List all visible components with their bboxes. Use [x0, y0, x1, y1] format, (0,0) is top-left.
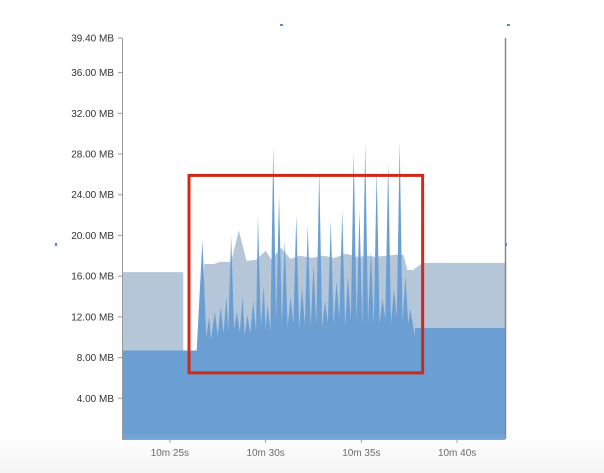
- y-tick-label: 8.00 MB: [77, 353, 115, 364]
- x-tick-label: 10m 30s: [246, 448, 284, 459]
- y-tick-label: 32.00 MB: [71, 109, 114, 120]
- x-tick-label: 10m 35s: [342, 448, 380, 459]
- y-tick-label: 12.00 MB: [71, 312, 114, 323]
- x-tick-label: 10m 40s: [438, 448, 476, 459]
- frame-edge-marker: [280, 24, 283, 26]
- y-tick-label: 24.00 MB: [71, 190, 114, 201]
- y-tick-label: 4.00 MB: [77, 394, 115, 405]
- y-tick-label: 36.00 MB: [71, 68, 114, 79]
- frame-edge-marker: [507, 24, 510, 26]
- y-tick-label: 16.00 MB: [71, 272, 114, 283]
- x-tick-label: 10m 25s: [151, 448, 189, 459]
- frame-edge-marker: [505, 243, 507, 246]
- y-tick-label: 39.40 MB: [71, 34, 114, 45]
- y-tick-label: 20.00 MB: [71, 231, 114, 242]
- frame-edge-marker: [55, 243, 57, 246]
- y-tick-label: 28.00 MB: [71, 150, 114, 161]
- used-heap-area: [122, 141, 505, 439]
- highlight-box: [187, 173, 425, 375]
